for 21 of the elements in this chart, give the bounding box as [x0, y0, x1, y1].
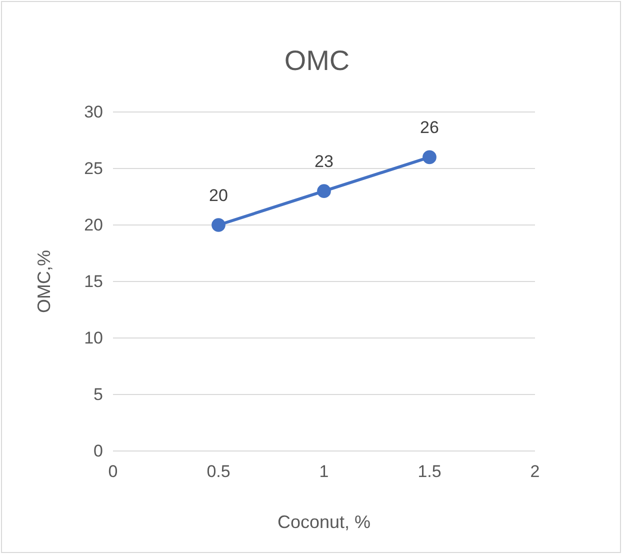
- y-tick-label: 25: [84, 158, 103, 178]
- data-label: 20: [209, 186, 228, 205]
- point: [422, 150, 436, 164]
- point: [212, 218, 226, 232]
- y-tick-label: 30: [84, 102, 103, 122]
- y-tick-label: 5: [94, 384, 103, 404]
- x-tick-label: 0.5: [206, 462, 230, 482]
- x-axis-title: Coconut, %: [277, 512, 371, 532]
- x-tick-label: 0: [108, 462, 118, 482]
- point: [317, 184, 331, 198]
- chart-title: OMC: [284, 45, 350, 76]
- x-tick-label: 1.5: [418, 462, 442, 482]
- data-label: 23: [314, 152, 334, 172]
- data-label: 26: [420, 118, 439, 138]
- y-axis-title: OMC,%: [34, 250, 54, 313]
- y-tick-label: 15: [84, 272, 103, 291]
- y-tick-label: 10: [84, 328, 103, 348]
- y-tick-label: 20: [84, 215, 103, 234]
- y-tick-label: 0: [94, 441, 103, 460]
- x-tick-label: 1: [319, 462, 329, 482]
- x-tick-label: 2: [530, 462, 540, 482]
